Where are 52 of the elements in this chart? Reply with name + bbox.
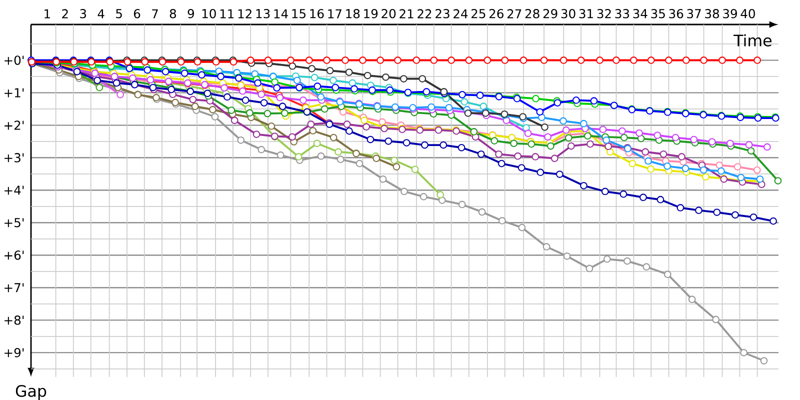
x-tick-label: 32 — [597, 8, 611, 18]
x-tick-label: 10 — [202, 8, 216, 18]
x-tick-label: 27 — [507, 9, 522, 18]
x-tick-label: 24 — [454, 9, 468, 18]
x-tick-label: 25 — [472, 8, 486, 18]
x-tick-label: 33 — [615, 8, 630, 18]
x-tick-label: 2 — [62, 9, 68, 18]
x-tick-label: 34 — [633, 8, 648, 18]
x-tick-label: 6 — [134, 8, 140, 18]
x-tick-label: 12 — [238, 9, 252, 18]
y-tick-label: +8' — [4, 316, 24, 325]
x-tick-label: 14 — [274, 9, 288, 18]
x-tick-label: 35 — [651, 8, 665, 18]
x-tick-label: 15 — [292, 9, 306, 18]
x-tick-label: 26 — [489, 8, 504, 18]
x-tick-label: 9 — [188, 8, 194, 18]
x-tick-label: 18 — [346, 8, 360, 18]
x-tick-label: 4 — [98, 9, 104, 18]
y-tick-label: +6' — [4, 250, 24, 260]
x-tick-label: 8 — [170, 8, 176, 18]
x-tick-label: 7 — [152, 9, 158, 18]
x-axis-title: Time — [734, 34, 772, 46]
x-tick-label: 40 — [740, 8, 755, 18]
x-tick-label: 31 — [579, 8, 593, 18]
x-tick-label: 1 — [44, 9, 50, 18]
x-tick-label: 30 — [561, 8, 576, 18]
y-tick-label: +4' — [4, 186, 24, 195]
x-tick-label: 36 — [669, 8, 684, 18]
x-tick-label: 13 — [256, 8, 270, 18]
x-tick-label: 3 — [80, 8, 86, 18]
y-axis-title: Gap — [16, 384, 46, 400]
x-tick-label: 5 — [116, 9, 122, 18]
x-tick-label: 23 — [436, 8, 450, 18]
y-tick-label: +3' — [4, 153, 24, 162]
x-tick-label: 29 — [543, 8, 558, 18]
y-tick-label: +7' — [4, 283, 24, 292]
x-tick-label: 20 — [382, 8, 396, 18]
x-tick-label: 28 — [525, 8, 540, 18]
y-tick-label: +9' — [4, 348, 24, 358]
y-tick-label: +1' — [4, 88, 24, 98]
x-tick-label: 37 — [687, 8, 701, 18]
x-tick-label: 16 — [310, 8, 324, 18]
x-tick-label: 21 — [400, 9, 414, 18]
x-tick-label: 11 — [220, 9, 234, 18]
x-tick-label: 38 — [705, 8, 719, 18]
x-tick-label: 39 — [723, 8, 737, 18]
y-tick-label: +0' — [4, 56, 24, 65]
x-tick-label: 22 — [418, 9, 432, 18]
y-tick-label: +5' — [4, 218, 24, 228]
x-tick-label: 17 — [328, 9, 342, 18]
y-tick-label: +2' — [4, 120, 24, 130]
x-tick-label: 19 — [364, 8, 378, 18]
